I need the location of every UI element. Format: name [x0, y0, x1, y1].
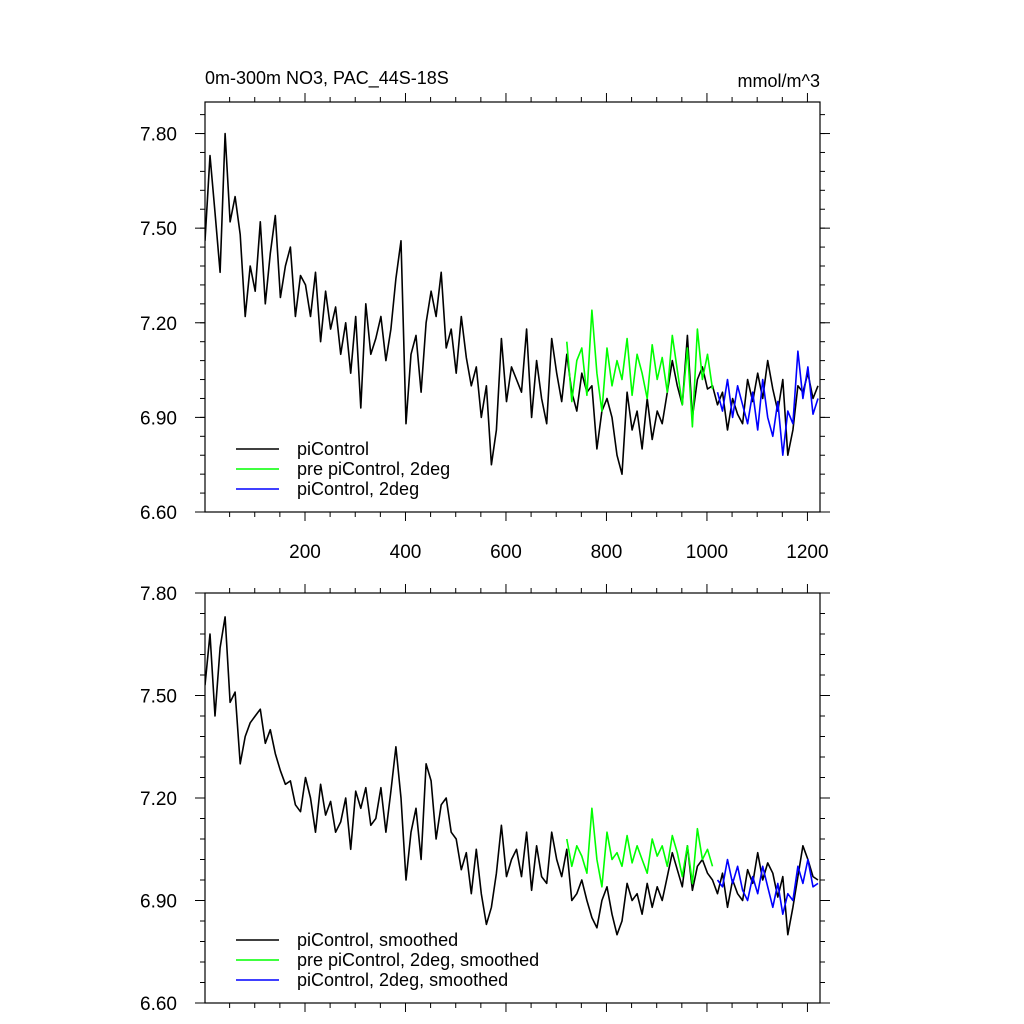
top-x-tick-label: 600: [490, 542, 522, 563]
bottom-legend-label: pre piControl, 2deg, smoothed: [297, 950, 539, 970]
chart-units: mmol/m^3: [738, 71, 820, 91]
top-legend-label: pre piControl, 2deg: [297, 459, 450, 479]
bottom-y-tick-label: 7.80: [140, 584, 177, 605]
top-y-tick-label: 6.60: [140, 503, 177, 524]
top-x-tick-label: 400: [390, 542, 422, 563]
bottom-y-tick-label: 7.20: [140, 789, 177, 810]
top-x-tick-label: 1000: [686, 542, 728, 563]
top-series-line-1: [566, 309, 714, 428]
top-x-tick-label: 200: [289, 542, 321, 563]
top-x-tick-label: 1200: [786, 542, 828, 563]
bottom-y-tick-label: 7.50: [140, 687, 177, 708]
chart-title: 0m-300m NO3, PAC_44S-18S: [205, 68, 449, 89]
top-panel: 200 400 600 800 1000 1200 6.60 6.90 7.20 7.50 7.80…: [140, 93, 830, 563]
bottom-legend-label: piControl, smoothed: [297, 930, 458, 950]
bottom-y-tick-label: 6.90: [140, 892, 177, 913]
bottom-series-line-0: [205, 616, 819, 936]
top-x-tick-label: 800: [591, 542, 623, 563]
top-y-tick-label: 7.80: [140, 125, 177, 146]
top-legend-label: piControl, 2deg: [297, 479, 419, 499]
top-series-line-2: [716, 350, 819, 457]
top-y-tick-label: 7.50: [140, 219, 177, 240]
bottom-series-line-2: [716, 858, 819, 916]
top-y-tick-label: 7.20: [140, 314, 177, 335]
bottom-y-tick-label: 6.60: [140, 994, 177, 1015]
bottom-legend-label: piControl, 2deg, smoothed: [297, 970, 508, 990]
top-plot-frame: [204, 101, 821, 513]
top-y-tick-label: 6.90: [140, 408, 177, 429]
bottom-series-line-1: [566, 807, 714, 888]
top-series-line-0: [205, 132, 819, 476]
top-legend-label: piControl: [297, 439, 369, 459]
